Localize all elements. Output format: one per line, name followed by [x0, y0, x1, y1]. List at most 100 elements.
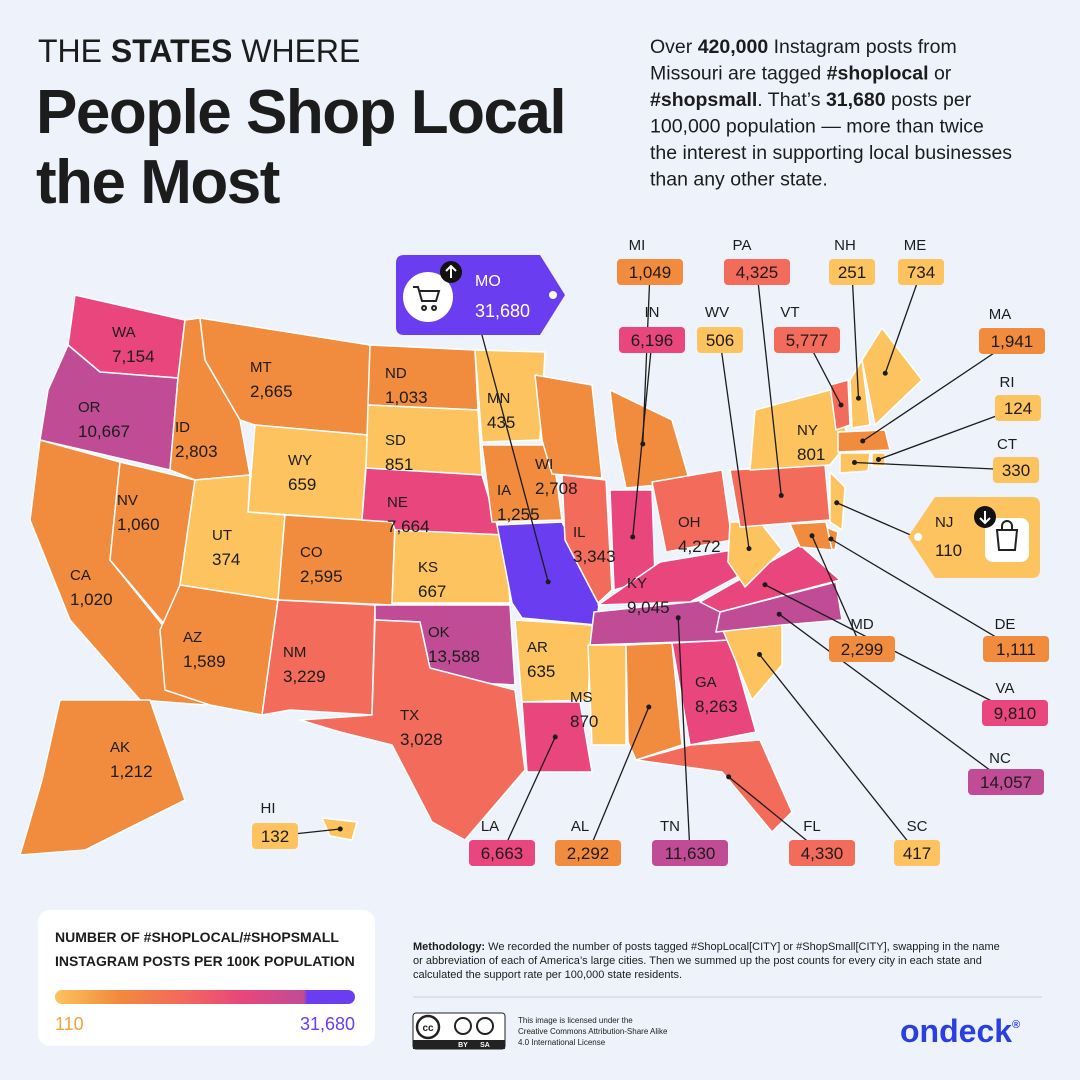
state — [365, 404, 483, 476]
state-abbr: AL — [571, 818, 589, 835]
leader-lines — [274, 271, 1019, 854]
state — [277, 514, 396, 606]
state-abbr: KS — [418, 559, 438, 576]
state — [391, 529, 511, 604]
intro-part: 100,000 population — more than twice — [650, 116, 984, 138]
leader-dot — [828, 536, 834, 542]
kicker-part: THE — [38, 33, 111, 69]
state-value: 417 — [903, 844, 931, 863]
state-value: 132 — [261, 827, 289, 846]
leader-dot — [776, 611, 782, 617]
state-abbr: ID — [175, 419, 190, 436]
state-abbr: OR — [78, 399, 101, 416]
license-text: Creative Commons Attribution-Share Alike — [518, 1027, 668, 1036]
state-value: 435 — [487, 413, 515, 432]
labels: WA 7,154 OR 10,667 CA 1,020 NV 1,060 ID 2,803 MT 2,… — [70, 237, 1049, 866]
leader-line — [878, 407, 1019, 461]
value-box — [898, 259, 944, 285]
leader-line — [778, 613, 1007, 783]
state-abbr: KY — [627, 575, 647, 592]
value-box — [995, 395, 1041, 421]
intro-part: #shopsmall — [650, 89, 757, 111]
intro-part: or — [929, 63, 952, 85]
state-value: 3,229 — [283, 667, 326, 686]
state-value: 1,033 — [385, 388, 428, 407]
mo-tag-hole — [549, 291, 557, 299]
state-value: 506 — [706, 331, 734, 350]
license-text: 4.0 International License — [518, 1038, 606, 1047]
state-abbr: CT — [997, 436, 1017, 453]
intro-part: 31,680 — [826, 89, 886, 111]
state-abbr: GA — [695, 674, 717, 691]
state — [247, 424, 369, 521]
kicker: THE STATES WHERE — [38, 33, 360, 69]
state-abbr: WY — [288, 452, 312, 469]
intro-part: 420,000 — [698, 36, 769, 58]
leader-dot — [882, 370, 888, 376]
value-box — [979, 328, 1045, 354]
leader-line — [830, 538, 1017, 650]
leader-dot — [856, 395, 861, 401]
intro-line: Missouri are tagged #shoplocal or — [650, 63, 952, 85]
state-value: 14,057 — [980, 773, 1032, 792]
intro-line: Over 420,000 Instagram posts from — [650, 36, 957, 58]
headline: the Most — [36, 148, 280, 217]
value-box — [993, 457, 1039, 483]
state-abbr: NE — [387, 494, 408, 511]
value-box — [619, 327, 685, 353]
legend-box — [38, 910, 375, 1046]
state-abbr: TN — [660, 818, 680, 835]
state — [514, 619, 593, 703]
methodology-label: Methodology: — [413, 941, 485, 953]
kicker-part: WHERE — [232, 33, 360, 69]
state-abbr: ND — [385, 365, 407, 382]
state-abbr: RI — [1000, 374, 1015, 391]
state — [861, 327, 923, 426]
leader-line — [756, 271, 782, 496]
leader-dot — [746, 546, 752, 552]
state-value: 1,212 — [110, 762, 153, 781]
state-abbr: MD — [850, 616, 873, 633]
cart-icon — [413, 286, 441, 311]
state-value: 2,595 — [300, 567, 343, 586]
intro-line: the interest in supporting local busines… — [650, 142, 1012, 164]
leader-line — [587, 706, 650, 854]
leader-line — [501, 736, 556, 854]
state-value: 13,588 — [428, 647, 480, 666]
state-value: 1,060 — [117, 515, 160, 534]
state-value: 6,196 — [631, 331, 674, 350]
state-value: 7,154 — [112, 347, 155, 366]
state-abbr: FL — [803, 818, 821, 835]
state-value: 9,045 — [627, 598, 670, 617]
leader-dot — [809, 533, 815, 539]
leader-dot — [646, 704, 652, 710]
arrow — [445, 264, 457, 278]
state-value: 374 — [212, 550, 240, 569]
state-abbr: VT — [780, 304, 799, 321]
state-abbr: DE — [995, 616, 1016, 633]
license-text: This image is licensed under the — [518, 1016, 633, 1025]
state-abbr: UT — [212, 527, 232, 544]
state-abbr: VA — [996, 680, 1015, 697]
leader-dot — [757, 652, 762, 657]
leader-dot — [778, 493, 784, 498]
arrow — [979, 511, 991, 525]
intro-line: #shopsmall. That’s 31,680 posts per — [650, 89, 972, 111]
svg-text:cc: cc — [422, 1023, 434, 1034]
state-abbr: WV — [705, 304, 729, 321]
state-value: 124 — [1004, 399, 1032, 418]
state-abbr: SC — [907, 818, 928, 835]
state-value: 6,663 — [481, 844, 524, 863]
intro-part: #shoplocal — [827, 63, 929, 85]
leader-dot — [552, 734, 558, 740]
state-abbr: SD — [385, 432, 406, 449]
state-value: 1,255 — [497, 505, 540, 524]
state-abbr: WA — [112, 324, 136, 341]
state-abbr: NY — [797, 422, 818, 439]
leader-line — [884, 271, 922, 374]
badge-text: SA — [480, 1042, 490, 1049]
intro-part: the interest in supporting local busines… — [650, 142, 1012, 164]
state-value: 251 — [838, 263, 866, 282]
state-abbr: NH — [834, 237, 856, 254]
